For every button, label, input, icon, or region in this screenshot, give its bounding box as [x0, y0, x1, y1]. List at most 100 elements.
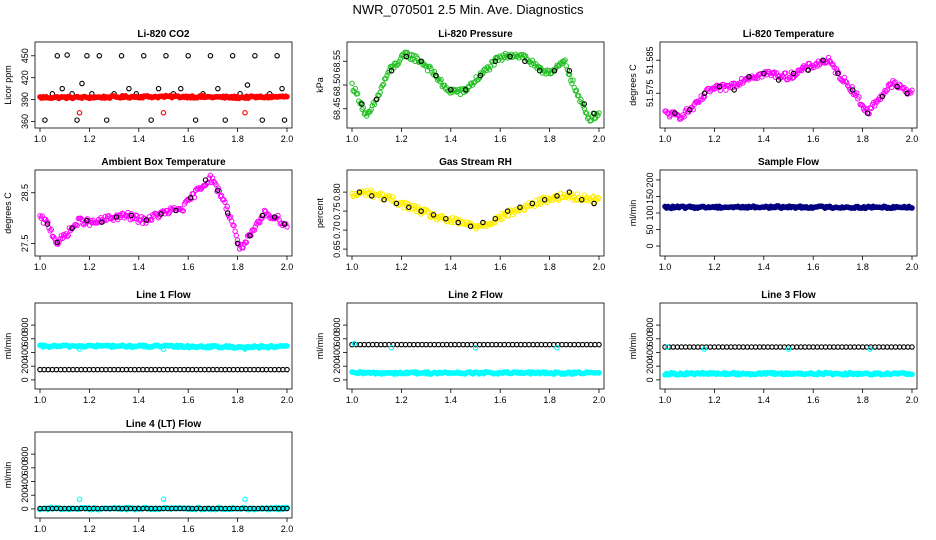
data-point	[207, 53, 214, 59]
x-tick-label: 1.0	[34, 134, 47, 144]
data-point	[882, 87, 888, 94]
data-point	[377, 89, 383, 96]
data-point	[711, 86, 718, 92]
y-tick-label: 420	[20, 70, 30, 85]
plot-frame	[659, 41, 918, 129]
data-point	[349, 80, 355, 86]
data-point	[909, 87, 915, 93]
series-spikes	[76, 496, 248, 503]
data-point	[379, 82, 386, 89]
data-point	[284, 343, 290, 349]
data-point	[752, 75, 758, 81]
data-point	[118, 53, 125, 59]
data-point	[64, 52, 70, 58]
data-point	[591, 110, 597, 117]
data-point	[363, 113, 370, 119]
data-point	[522, 58, 528, 64]
data-point	[664, 344, 671, 350]
data-point	[243, 239, 250, 246]
x-tick-label: 1.2	[395, 262, 408, 272]
data-point	[202, 177, 209, 183]
data-point	[731, 87, 737, 93]
data-point	[716, 83, 723, 90]
data-point	[529, 57, 536, 64]
data-point	[281, 221, 288, 227]
y-tick-label: 800	[20, 318, 30, 333]
data-point	[76, 346, 83, 352]
data-point	[113, 214, 120, 220]
data-point	[481, 67, 487, 73]
data-point	[386, 193, 392, 199]
x-tick-label: 1.4	[445, 134, 458, 144]
y-tick-label: 400	[20, 474, 30, 489]
data-point	[790, 70, 797, 77]
x-tick-label: 2.0	[281, 134, 294, 144]
y-tick-label: 600	[20, 331, 30, 346]
y-axis-label: Licor ppm	[3, 65, 13, 105]
data-point	[596, 110, 602, 116]
y-tick-label: 51.585	[645, 46, 655, 74]
data-point	[522, 53, 529, 59]
data-point	[229, 53, 236, 59]
data-point	[566, 68, 573, 74]
y-tick-label: 68.45	[332, 97, 342, 120]
data-point	[690, 106, 696, 113]
x-tick-label: 1.8	[231, 134, 244, 144]
data-point	[596, 195, 602, 202]
data-point	[537, 201, 544, 208]
data-point	[858, 101, 864, 108]
data-point	[373, 96, 380, 103]
data-point	[448, 87, 454, 93]
data-point	[155, 85, 162, 92]
data-point	[782, 70, 789, 76]
data-point	[830, 61, 836, 68]
data-point	[701, 90, 708, 97]
data-point	[504, 208, 511, 214]
data-point	[369, 193, 375, 199]
panel-title: Ambient Box Temperature	[101, 157, 226, 168]
x-tick-label: 2.0	[281, 262, 294, 272]
data-point	[372, 97, 379, 103]
x-tick-label: 1.4	[133, 395, 146, 405]
x-tick-label: 1.8	[543, 262, 556, 272]
data-point	[397, 56, 404, 62]
figure-title: NWR_070501 2.5 Min. Ave. Diagnostics	[353, 2, 584, 17]
data-point	[233, 232, 239, 239]
x-tick-label: 2.0	[281, 524, 294, 534]
series-ref	[42, 52, 288, 123]
x-tick-label: 1.6	[182, 524, 195, 534]
x-tick-label: 1.0	[346, 134, 359, 144]
data-point	[583, 110, 590, 116]
series-sampled	[672, 57, 910, 116]
series-spikes	[351, 340, 560, 351]
series-sampled	[359, 53, 597, 117]
plot-frame	[346, 302, 605, 390]
y-tick-label: 0.75	[332, 202, 342, 220]
data-point	[126, 85, 132, 92]
data-point	[54, 239, 61, 246]
x-tick-label: 1.8	[543, 134, 556, 144]
x-tick-label: 2.0	[593, 395, 606, 405]
y-tick-label: 51.575	[645, 79, 655, 107]
data-point	[96, 53, 103, 59]
x-tick-label: 1.0	[659, 134, 672, 144]
x-tick-label: 1.4	[758, 262, 771, 272]
x-tick-label: 1.8	[231, 395, 244, 405]
data-point	[455, 219, 461, 226]
data-point	[393, 200, 400, 207]
series-sampled	[44, 177, 288, 247]
data-point	[506, 213, 512, 219]
data-point	[73, 221, 79, 228]
data-point	[178, 85, 184, 92]
x-tick-label: 2.0	[593, 262, 606, 272]
x-tick-label: 2.0	[906, 134, 919, 144]
y-tick-label: 0	[645, 377, 655, 382]
y-tick-label: 200	[645, 359, 655, 374]
data-point	[454, 216, 460, 222]
series-rh	[349, 187, 602, 232]
data-point	[433, 72, 439, 79]
x-tick-label: 1.4	[758, 395, 771, 405]
data-point	[44, 221, 51, 227]
data-point	[209, 175, 216, 181]
